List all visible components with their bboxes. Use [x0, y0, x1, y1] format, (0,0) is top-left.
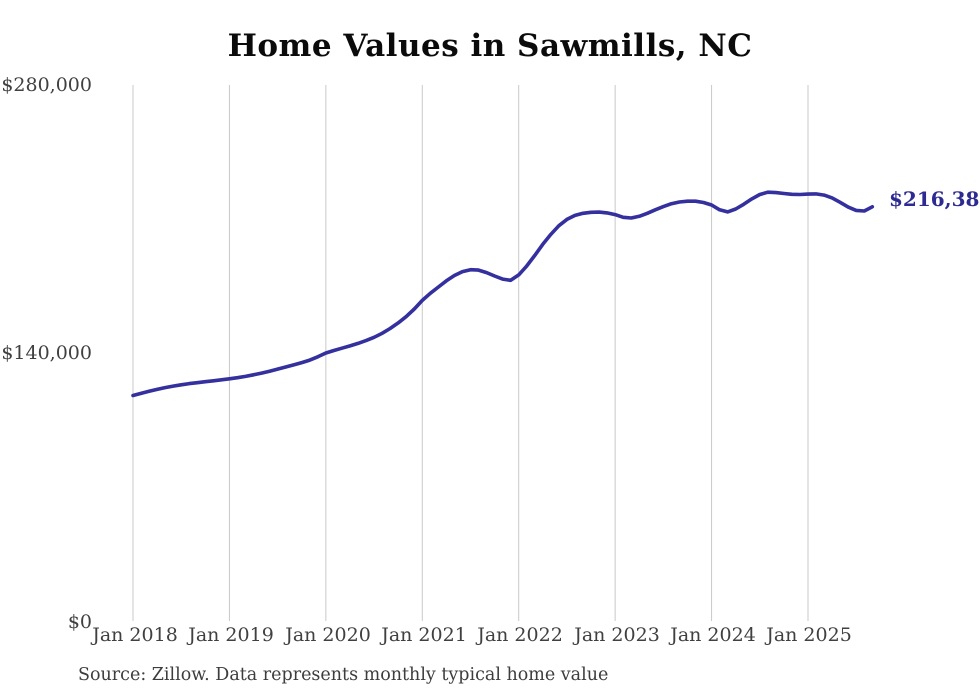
x-axis-tick-jan-2018: Jan 2018	[92, 624, 178, 646]
x-axis-tick-jan-2023: Jan 2023	[574, 624, 660, 646]
x-axis-tick-jan-2025: Jan 2025	[766, 624, 852, 646]
chart-title: Home Values in Sawmills, NC	[227, 28, 753, 64]
y-axis-tick-280000: $280,000	[1, 74, 92, 96]
home-value-line	[131, 190, 875, 398]
x-axis-tick-jan-2019: Jan 2019	[188, 624, 274, 646]
y-axis-tick-0: $0	[67, 611, 92, 633]
x-axis-tick-jan-2020: Jan 2020	[285, 624, 371, 646]
current-value-label: $216,380	[889, 187, 980, 211]
source-attribution: Source: Zillow. Data represents monthly …	[78, 665, 609, 685]
x-axis-tick-jan-2024: Jan 2024	[670, 624, 756, 646]
y-axis-tick-140000: $140,000	[1, 342, 92, 364]
x-axis-tick-jan-2021: Jan 2021	[381, 624, 467, 646]
x-axis-tick-jan-2022: Jan 2022	[477, 624, 563, 646]
